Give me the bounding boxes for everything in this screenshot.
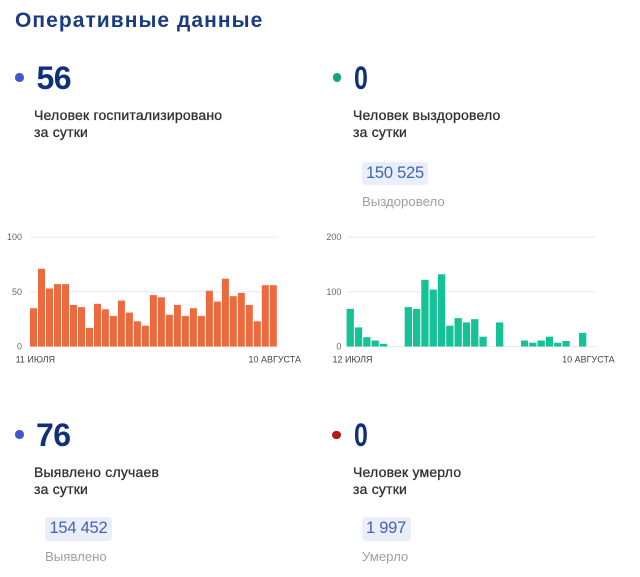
svg-text:10 АВГУСТА: 10 АВГУСТА [248, 355, 301, 365]
svg-text:100: 100 [326, 287, 341, 297]
svg-text:200: 200 [326, 232, 341, 242]
svg-text:12 ИЮЛЯ: 12 ИЮЛЯ [332, 355, 372, 365]
svg-text:50: 50 [12, 287, 22, 297]
svg-text:11 ИЮЛЯ: 11 ИЮЛЯ [16, 355, 55, 365]
svg-text:10 АВГУСТА: 10 АВГУСТА [562, 355, 615, 365]
svg-text:0: 0 [336, 342, 341, 352]
svg-text:100: 100 [7, 232, 22, 242]
svg-text:0: 0 [17, 342, 22, 352]
